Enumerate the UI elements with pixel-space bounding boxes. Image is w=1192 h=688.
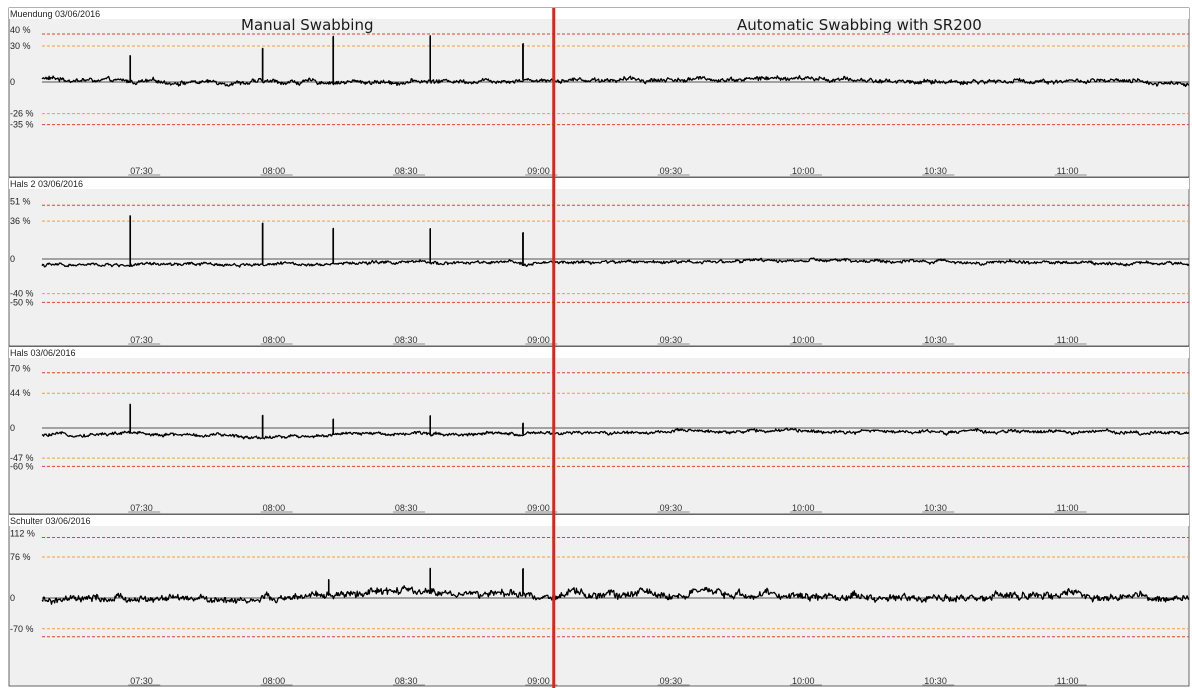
y-tick-label: -60 % (10, 461, 34, 471)
x-tick-label: 09:30 (660, 676, 683, 686)
y-tick-label: 0 (10, 254, 15, 264)
y-tick-label: 0 (10, 593, 15, 603)
x-tick-label: 08:00 (263, 335, 286, 345)
x-tick-label: 07:30 (130, 166, 153, 176)
x-tick-label: 07:30 (130, 676, 153, 686)
y-tick-label: -35 % (10, 120, 34, 130)
y-tick-label: 51 % (10, 196, 31, 206)
y-tick-label: 0 (10, 77, 15, 87)
x-tick-label: 09:00 (527, 335, 550, 345)
y-tick-label: 70 % (10, 364, 31, 374)
x-tick-label: 09:00 (527, 166, 550, 176)
y-tick-label: 44 % (10, 388, 31, 398)
x-tick-label: 08:00 (263, 166, 286, 176)
panel-background (8, 346, 1190, 515)
x-tick-label: 10:00 (792, 503, 815, 513)
signal-trace (41, 215, 1190, 268)
x-tick-label: 09:30 (660, 166, 683, 176)
panel-background (8, 7, 1190, 178)
panel-title-strip (9, 347, 1189, 358)
y-tick-label: 112 % (10, 529, 35, 539)
signal-trace (41, 403, 1190, 440)
panel-background (8, 514, 1190, 687)
y-tick-label: -70 % (10, 624, 34, 634)
x-tick-label: 07:30 (130, 503, 153, 513)
x-tick-label: 11:00 (1057, 676, 1079, 686)
x-tick-label: 08:30 (395, 503, 418, 513)
y-tick-label: 30 % (10, 41, 31, 51)
x-tick-label: 09:00 (527, 503, 550, 513)
x-tick-label: 11:00 (1057, 503, 1079, 513)
automatic-swabbing-label: Automatic Swabbing with SR200 (737, 16, 982, 34)
signal-trace (41, 35, 1190, 88)
x-tick-label: 08:00 (263, 676, 286, 686)
x-tick-label: 08:30 (395, 335, 418, 345)
x-tick-label: 07:30 (130, 335, 153, 345)
x-tick-label: 10:30 (924, 676, 947, 686)
y-tick-label: -50 % (10, 297, 34, 307)
y-tick-label: -47 % (10, 453, 34, 463)
panel-title-strip (9, 8, 1189, 19)
panel-2: Hals 2 03/06/2016 51 % 36 % 0 -40 %-50 % 07:3… (8, 177, 1190, 347)
panel-4: Schulter 03/06/2016 112 % 76 % 0 -70 % 07:30 0… (8, 514, 1190, 687)
signal-trace (41, 567, 1190, 605)
panel-title-strip (9, 515, 1189, 526)
y-tick-label: 36 % (10, 216, 31, 226)
x-tick-label: 09:00 (527, 676, 550, 686)
panel-title: Hals 03/06/2016 (10, 348, 76, 358)
panel-title: Muendung 03/06/2016 (10, 9, 100, 19)
panel-1: Muendung 03/06/2016 40 % 30 % 0 -26 %-35 % 07… (8, 7, 1190, 178)
x-tick-label: 11:00 (1057, 166, 1079, 176)
x-tick-label: 08:30 (395, 166, 418, 176)
manual-swabbing-label: Manual Swabbing (241, 16, 374, 34)
panel-title: Schulter 03/06/2016 (10, 516, 91, 526)
x-tick-label: 10:00 (792, 676, 815, 686)
x-tick-label: 08:30 (395, 676, 418, 686)
x-tick-label: 10:30 (924, 166, 947, 176)
panel-title: Hals 2 03/06/2016 (10, 179, 83, 189)
y-tick-label: -40 % (10, 289, 34, 299)
panel-3: Hals 03/06/2016 70 % 44 % 0 -47 %-60 % 07:30 0… (8, 346, 1190, 515)
panel-title-strip (9, 178, 1189, 189)
x-tick-label: 09:30 (660, 335, 683, 345)
x-tick-label: 11:00 (1057, 335, 1079, 345)
x-tick-label: 09:30 (660, 503, 683, 513)
x-tick-label: 10:00 (792, 335, 815, 345)
x-tick-label: 10:30 (924, 503, 947, 513)
x-tick-label: 10:00 (792, 166, 815, 176)
y-tick-label: -26 % (10, 109, 34, 119)
x-tick-label: 08:00 (263, 503, 286, 513)
x-tick-label: 10:30 (924, 335, 947, 345)
y-tick-label: 40 % (10, 25, 31, 35)
y-tick-label: 0 (10, 423, 15, 433)
y-tick-label: 76 % (10, 552, 31, 562)
